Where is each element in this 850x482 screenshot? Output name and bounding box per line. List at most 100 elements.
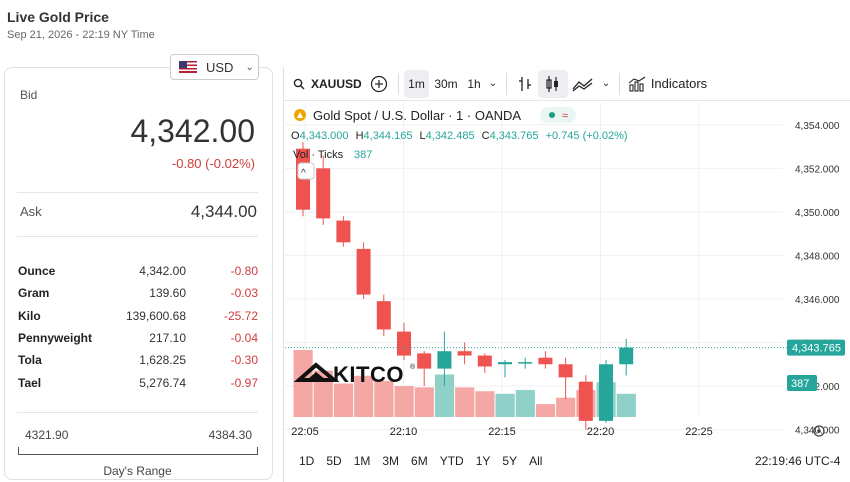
volume-bar bbox=[293, 350, 313, 417]
volume-bar bbox=[313, 370, 333, 417]
symbol-button[interactable]: XAUUSD bbox=[311, 76, 362, 91]
currency-select[interactable]: USD ⌄ bbox=[170, 54, 259, 80]
timeframe-1y[interactable]: 1Y bbox=[475, 454, 491, 468]
timeframe-5d[interactable]: 5D bbox=[326, 454, 342, 468]
volume-bar bbox=[616, 393, 636, 417]
unit-row: Ounce 4,342.00 -0.80 bbox=[18, 260, 258, 282]
range-bar bbox=[18, 447, 258, 455]
unit-change: -0.97 bbox=[230, 375, 258, 390]
chevron-down-icon: ⌄ bbox=[245, 61, 254, 73]
divider bbox=[506, 72, 507, 95]
unit-row: Gram 139.60 -0.03 bbox=[18, 282, 258, 304]
delayed-data-icon: ≈ bbox=[562, 110, 568, 122]
y-tick-label: 4,348.000 bbox=[795, 251, 840, 262]
candle-body bbox=[397, 331, 411, 356]
interval-1h[interactable]: 1h bbox=[467, 76, 481, 91]
chart-toolbar: XAUUSD 1m 30m 1h ⌄ ⌄ Indicators bbox=[283, 67, 850, 101]
unit-row: Tola 1,628.25 -0.30 bbox=[18, 349, 258, 371]
interval-30m[interactable]: 30m bbox=[434, 76, 458, 91]
timeframe-all[interactable]: All bbox=[529, 454, 543, 468]
timeframe-5y[interactable]: 5Y bbox=[502, 454, 518, 468]
timeframe-6m[interactable]: 6M bbox=[411, 454, 428, 468]
compare-add-icon[interactable] bbox=[365, 70, 393, 98]
bid-change: -0.80 (-0.02%) bbox=[171, 156, 255, 171]
y-tick-label: 4,354.000 bbox=[795, 121, 840, 132]
ask-value: 4,344.00 bbox=[190, 202, 257, 221]
bid-label: Bid bbox=[20, 88, 38, 102]
bid-value: 4,342.00 bbox=[130, 113, 255, 149]
unit-name: Tola bbox=[18, 353, 42, 368]
divider bbox=[17, 192, 258, 193]
candle-body bbox=[578, 381, 593, 421]
volume-bar bbox=[394, 386, 414, 417]
kitco-logo-icon bbox=[293, 362, 340, 382]
volume-bar bbox=[495, 393, 515, 417]
timeframe-1m[interactable]: 1M bbox=[353, 454, 371, 468]
y-tick-label: 4,350.000 bbox=[795, 208, 840, 219]
area-style-icon[interactable] bbox=[568, 70, 598, 98]
collapse-legend-button[interactable] bbox=[297, 162, 315, 180]
y-tick-label: 4,342.000 bbox=[795, 382, 840, 393]
volume-bars bbox=[293, 350, 636, 417]
price-panel bbox=[4, 67, 273, 480]
interval-1m[interactable]: 1m bbox=[404, 69, 429, 98]
search-icon[interactable] bbox=[293, 70, 305, 98]
chart-container bbox=[283, 67, 850, 482]
unit-change: -0.30 bbox=[230, 353, 258, 368]
grid bbox=[285, 103, 783, 431]
indicators-button[interactable]: Indicators bbox=[650, 76, 708, 91]
divider bbox=[17, 412, 258, 413]
candle-body bbox=[437, 351, 452, 369]
candle-body bbox=[619, 347, 634, 365]
volume-bar bbox=[374, 380, 394, 417]
y-tick-label: 4,352.000 bbox=[795, 164, 840, 175]
chevron-down-icon[interactable]: ⌄ bbox=[601, 78, 611, 89]
volume-bar bbox=[475, 391, 495, 417]
divider bbox=[17, 236, 258, 237]
divider bbox=[398, 72, 399, 95]
settings-gear-icon[interactable] bbox=[813, 425, 825, 437]
chevron-down-icon[interactable]: ⌄ bbox=[488, 78, 498, 89]
range-label: Day's Range bbox=[103, 464, 172, 478]
volume-bar bbox=[414, 387, 434, 417]
bar-style-icon[interactable] bbox=[512, 70, 538, 98]
unit-name: Tael bbox=[18, 375, 42, 390]
unit-change: -0.03 bbox=[230, 286, 258, 301]
volume-bar bbox=[333, 383, 354, 417]
timeframe-1d[interactable]: 1D bbox=[299, 454, 315, 468]
unit-name: Pennyweight bbox=[18, 331, 93, 346]
gold-symbol-glyph bbox=[297, 112, 303, 118]
live-dot-icon bbox=[549, 112, 555, 118]
last-volume-tag bbox=[787, 375, 817, 391]
unit-value: 139.60 bbox=[149, 286, 186, 301]
timeframe-ytd[interactable]: YTD bbox=[439, 454, 464, 468]
indicators-icon[interactable] bbox=[627, 70, 647, 98]
y-tick-label: 4,346.000 bbox=[795, 295, 840, 306]
page-title: Live Gold Price bbox=[7, 9, 109, 25]
unit-value: 139,600.68 bbox=[125, 308, 186, 323]
timeframe-bar: 1D 5D 1M 3M 6M YTD 1Y 5Y All bbox=[283, 448, 850, 474]
candle-body bbox=[518, 362, 533, 364]
timeframe-3m[interactable]: 3M bbox=[382, 454, 400, 468]
candle-body bbox=[558, 364, 573, 378]
candle-body bbox=[417, 353, 432, 369]
page-subtitle: Sep 21, 2026 - 22:19 NY Time bbox=[7, 29, 155, 41]
registered-mark: ® bbox=[410, 363, 416, 371]
volume-bar bbox=[434, 374, 455, 417]
unit-value: 1,628.25 bbox=[139, 353, 186, 368]
chart-legend: Gold Spot / U.S. Dollar · 1 · OANDA ≈ O4… bbox=[291, 107, 628, 180]
unit-change: -0.80 bbox=[230, 264, 258, 279]
last-price-label: 4,343.765 bbox=[792, 343, 841, 355]
unit-row: Tael 5,276.74 -0.97 bbox=[18, 371, 258, 393]
candle-style-icon[interactable] bbox=[538, 69, 568, 98]
volume-bar bbox=[556, 397, 576, 417]
candle-body bbox=[356, 248, 371, 295]
candle-body bbox=[538, 357, 553, 365]
volume-bar bbox=[535, 404, 556, 417]
price-chart[interactable]: KITCO ® 4,354.000 4,352.000 4,350.000 4,348… bbox=[283, 101, 850, 447]
x-tick-label: 22:25 bbox=[685, 426, 713, 438]
x-tick-label: 22:05 bbox=[291, 426, 319, 438]
currency-label: USD bbox=[206, 59, 234, 75]
time-axis[interactable]: 22:05 22:10 22:15 22:20 22:25 bbox=[291, 426, 713, 438]
candle-body bbox=[457, 351, 472, 356]
